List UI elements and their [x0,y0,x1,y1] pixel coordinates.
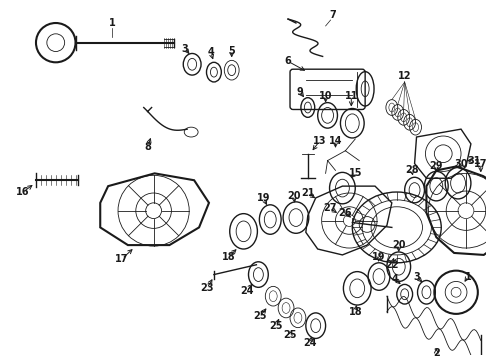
Text: 23: 23 [200,283,214,293]
Text: 24: 24 [240,286,253,296]
Text: 27: 27 [323,203,336,213]
Text: 17: 17 [474,158,488,168]
Text: 20: 20 [392,240,406,250]
Text: 21: 21 [301,188,315,198]
Text: 3: 3 [413,271,420,282]
Text: 4: 4 [208,48,214,58]
Text: 4: 4 [392,274,398,284]
Text: 5: 5 [228,45,235,55]
Text: 18: 18 [348,307,362,317]
Text: 3: 3 [182,44,189,54]
Text: 1: 1 [465,271,471,282]
Text: 6: 6 [285,56,292,66]
Text: 25: 25 [270,321,283,331]
Text: 24: 24 [303,338,317,348]
Text: 15: 15 [348,168,362,178]
Text: 25: 25 [254,311,267,321]
Text: 11: 11 [344,91,358,101]
Text: 13: 13 [313,136,326,146]
Text: 12: 12 [398,71,412,81]
Text: 26: 26 [339,208,352,218]
Text: 25: 25 [283,330,297,341]
Text: 30: 30 [454,158,468,168]
Text: 1: 1 [109,18,116,28]
Text: 28: 28 [405,165,418,175]
Text: 18: 18 [222,252,236,262]
Text: 2: 2 [433,348,440,358]
Text: 31: 31 [467,156,481,166]
Text: 10: 10 [319,91,332,101]
Text: 8: 8 [144,142,151,152]
Text: 19: 19 [257,193,270,203]
Text: 9: 9 [296,87,303,97]
Text: 29: 29 [430,162,443,171]
Text: 7: 7 [329,10,336,20]
Text: 16: 16 [16,187,30,197]
Text: 14: 14 [329,136,342,146]
Text: 22: 22 [385,260,398,270]
Text: 19: 19 [372,252,386,262]
Text: 20: 20 [287,191,301,201]
Text: 17: 17 [115,254,129,264]
